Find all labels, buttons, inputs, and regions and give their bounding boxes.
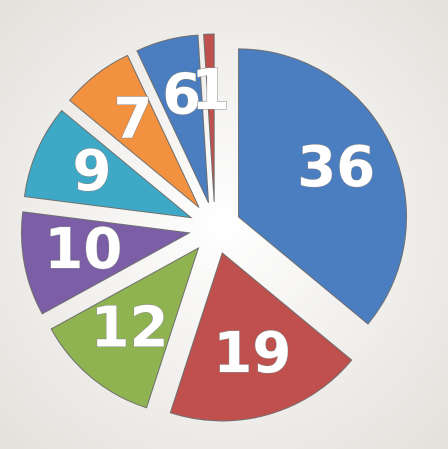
data-label: 9 — [73, 139, 112, 204]
pie — [20, 33, 408, 422]
data-label: 1 — [191, 58, 230, 123]
pie-slice — [23, 109, 193, 219]
data-label: 12 — [91, 295, 169, 360]
data-label: 7 — [113, 86, 152, 151]
data-label: 36 — [297, 135, 375, 200]
pie-slice — [169, 252, 353, 422]
pie-slice — [136, 34, 210, 204]
data-label: 10 — [44, 217, 122, 282]
data-label: 6 — [162, 62, 201, 127]
pie-slice — [50, 246, 200, 409]
pie-slice — [238, 48, 408, 325]
pie-slice — [68, 54, 200, 208]
pie-slice — [203, 33, 215, 203]
data-labels: 36 19 12 10 97 61 — [44, 58, 376, 387]
pie-slice — [20, 211, 192, 315]
data-label: 19 — [213, 321, 291, 386]
